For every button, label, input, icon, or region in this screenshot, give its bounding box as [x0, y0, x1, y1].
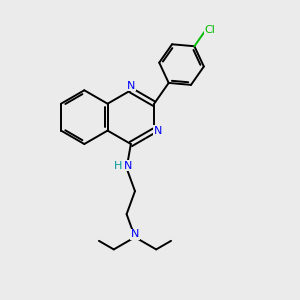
Text: N: N [124, 161, 132, 171]
Text: N: N [131, 229, 139, 239]
Text: Cl: Cl [205, 25, 215, 35]
Text: H: H [114, 161, 122, 171]
Text: N: N [154, 126, 162, 136]
Text: N: N [127, 81, 135, 91]
